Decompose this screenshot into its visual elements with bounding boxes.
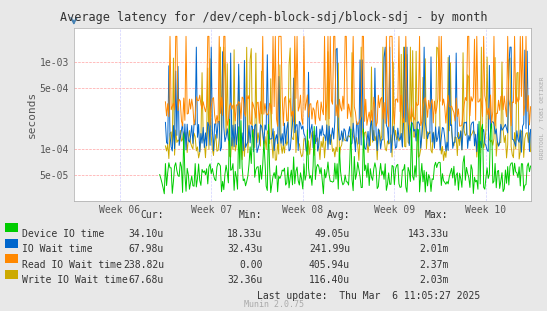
Text: 2.37m: 2.37m [419, 260, 449, 270]
Text: RRDTOOL / TOBI OETIKER: RRDTOOL / TOBI OETIKER [539, 77, 544, 160]
Text: Average latency for /dev/ceph-block-sdj/block-sdj - by month: Average latency for /dev/ceph-block-sdj/… [60, 11, 487, 24]
Text: Max:: Max: [425, 210, 449, 220]
Text: IO Wait time: IO Wait time [22, 244, 92, 254]
Text: Last update:  Thu Mar  6 11:05:27 2025: Last update: Thu Mar 6 11:05:27 2025 [257, 291, 480, 301]
Y-axis label: seconds: seconds [27, 91, 37, 138]
Text: 2.03m: 2.03m [419, 275, 449, 285]
Text: 116.40u: 116.40u [309, 275, 350, 285]
Text: Cur:: Cur: [141, 210, 164, 220]
Text: Min:: Min: [239, 210, 263, 220]
Text: 143.33u: 143.33u [408, 229, 449, 239]
Text: Read IO Wait time: Read IO Wait time [22, 260, 122, 270]
Text: 67.68u: 67.68u [129, 275, 164, 285]
Text: 238.82u: 238.82u [123, 260, 164, 270]
Text: 241.99u: 241.99u [309, 244, 350, 254]
Text: Avg:: Avg: [327, 210, 350, 220]
Text: Device IO time: Device IO time [22, 229, 104, 239]
Text: Write IO Wait time: Write IO Wait time [22, 275, 127, 285]
Text: 405.94u: 405.94u [309, 260, 350, 270]
Text: Munin 2.0.75: Munin 2.0.75 [243, 299, 304, 309]
Text: 18.33u: 18.33u [228, 229, 263, 239]
Text: 49.05u: 49.05u [315, 229, 350, 239]
Text: 32.43u: 32.43u [228, 244, 263, 254]
Text: 32.36u: 32.36u [228, 275, 263, 285]
Text: 2.01m: 2.01m [419, 244, 449, 254]
Text: 0.00: 0.00 [239, 260, 263, 270]
Text: 67.98u: 67.98u [129, 244, 164, 254]
Text: 34.10u: 34.10u [129, 229, 164, 239]
